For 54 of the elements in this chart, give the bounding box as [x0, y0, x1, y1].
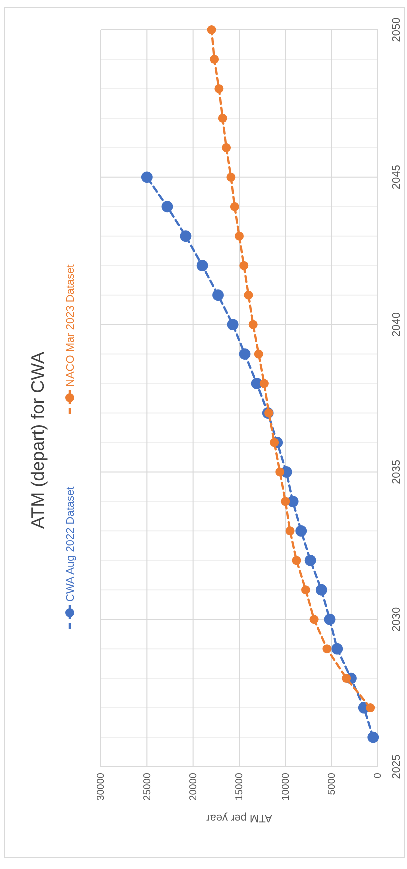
- point: [264, 408, 274, 418]
- point: [281, 497, 290, 506]
- point: [230, 202, 240, 212]
- y-tick-label: 2030: [390, 607, 403, 632]
- y-tick-label: 2025: [390, 754, 403, 780]
- text: CWA Aug 2022 Dataset: [65, 486, 77, 602]
- point: [310, 615, 319, 624]
- point: [141, 172, 153, 184]
- point: [332, 643, 344, 655]
- point: [368, 732, 380, 744]
- point: [212, 290, 224, 302]
- point: [227, 319, 239, 330]
- point: [260, 379, 269, 388]
- x-tick-label: 10000: [280, 772, 292, 801]
- point: [214, 84, 224, 94]
- point: [196, 260, 208, 272]
- point: [366, 704, 376, 713]
- point: [270, 438, 280, 448]
- point: [240, 261, 249, 270]
- x-tick-label: 25000: [142, 772, 154, 801]
- text: NACO Mar 2023 Dataset: [65, 264, 77, 387]
- point: [239, 348, 251, 360]
- point: [296, 525, 308, 537]
- point: [207, 26, 216, 34]
- point: [226, 172, 236, 182]
- x-tick-label: 5000: [327, 772, 338, 796]
- point: [244, 290, 254, 300]
- point: [162, 201, 174, 213]
- point: [292, 556, 302, 566]
- x-tick-label: 30000: [96, 772, 108, 801]
- point: [286, 526, 295, 536]
- y-tick-label: 2050: [390, 18, 403, 42]
- point: [316, 584, 328, 596]
- point: [324, 614, 336, 626]
- text: ATM (depart) for CWA: [28, 352, 48, 530]
- point: [235, 232, 244, 241]
- point: [210, 54, 220, 64]
- point: [248, 320, 258, 330]
- point: [222, 143, 232, 152]
- point: [322, 644, 332, 654]
- y-tick-label: 2040: [390, 312, 403, 338]
- point: [218, 114, 228, 123]
- point: [342, 674, 352, 684]
- x-axis-title: ATM per year: [206, 812, 272, 824]
- point: [304, 554, 316, 566]
- point: [254, 350, 264, 359]
- x-tick-label: 20000: [188, 772, 200, 801]
- point: [276, 468, 285, 477]
- point: [180, 230, 192, 242]
- point: [301, 586, 310, 595]
- y-tick-label: 2035: [390, 460, 403, 484]
- x-tick-label: 15000: [234, 772, 246, 801]
- x-tick-label: 0: [373, 772, 384, 779]
- y-tick-label: 2045: [390, 165, 403, 190]
